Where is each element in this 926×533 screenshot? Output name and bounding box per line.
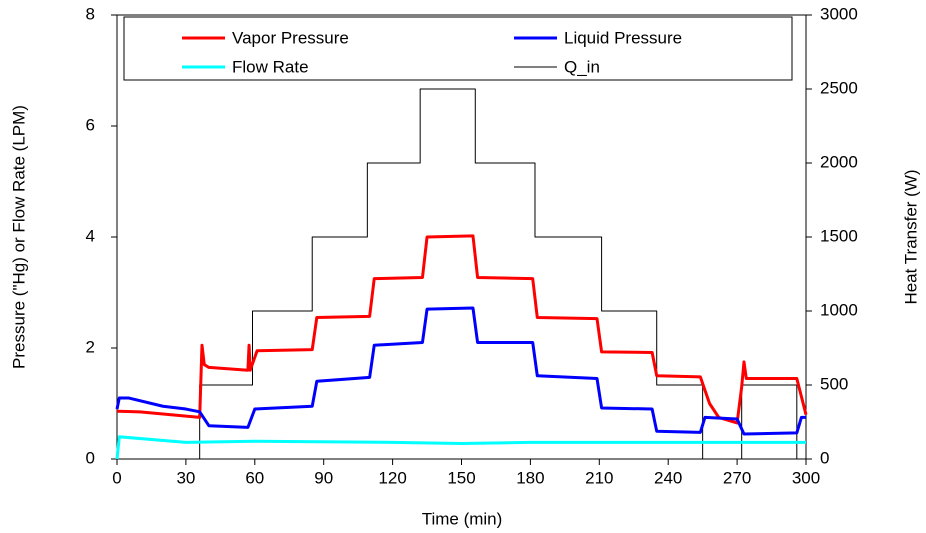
x-tick-label: 60 [245,468,264,487]
x-tick-label: 270 [723,468,751,487]
y2-tick-label: 1000 [820,300,858,319]
x-axis-label: Time (min) [422,509,503,528]
legend-label: Q_in [564,57,600,76]
y-tick-label: 4 [86,226,95,245]
y-tick-label: 2 [86,337,95,356]
x-tick-label: 90 [314,468,333,487]
y2-tick-label: 1500 [820,226,858,245]
x-tick-label: 0 [112,468,121,487]
series-line [115,306,806,436]
x-tick-label: 300 [792,468,820,487]
legend-label: Liquid Pressure [564,28,682,47]
y2-tick-label: 3000 [820,4,858,23]
x-tick-label: 120 [378,468,406,487]
y2-tick-label: 2000 [820,152,858,171]
series-line [115,435,806,460]
x-tick-label: 240 [654,468,682,487]
y2-tick-label: 2500 [820,78,858,97]
y2-axis-label: Heat Transfer (W) [901,169,920,304]
y-tick-label: 6 [86,115,95,134]
legend-box [123,16,793,81]
x-tick-label: 210 [585,468,613,487]
y-axis-label: Pressure ("Hg) or Flow Rate (LPM) [9,105,28,369]
y2-tick-label: 0 [820,448,829,467]
legend-label: Vapor Pressure [232,28,349,47]
x-tick-label: 150 [447,468,475,487]
legend-label: Flow Rate [232,57,309,76]
series-line [116,234,808,425]
y-tick-label: 8 [86,4,95,23]
y2-tick-label: 500 [820,374,848,393]
series-line [117,88,806,460]
x-tick-label: 180 [516,468,544,487]
y-tick-label: 0 [86,448,95,467]
x-tick-label: 30 [176,468,195,487]
